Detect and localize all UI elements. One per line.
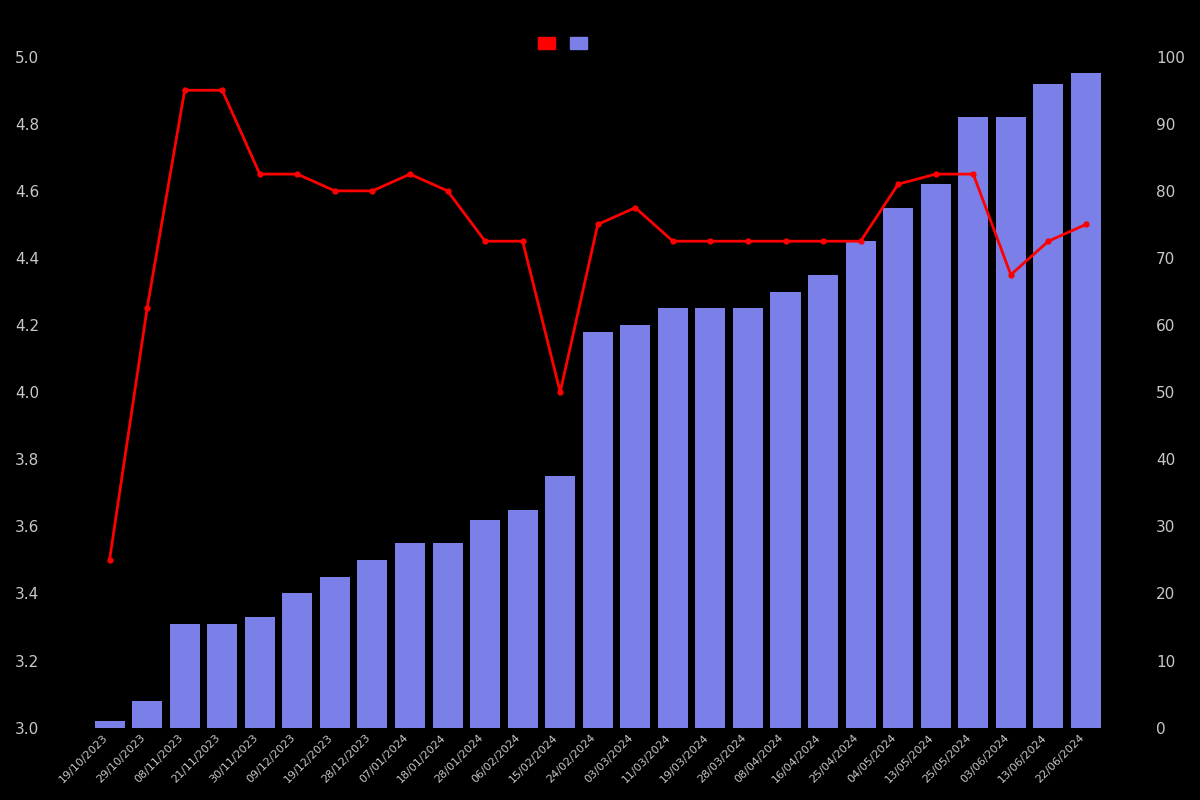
Legend: , : ,: [538, 37, 590, 51]
Bar: [132, 701, 162, 728]
Bar: [169, 624, 199, 728]
Bar: [432, 543, 462, 728]
Bar: [545, 476, 575, 728]
Bar: [508, 510, 538, 728]
Bar: [320, 577, 350, 728]
Bar: [658, 308, 688, 728]
Bar: [395, 543, 425, 728]
Bar: [733, 308, 763, 728]
Bar: [470, 520, 500, 728]
Bar: [996, 117, 1026, 728]
Bar: [208, 624, 238, 728]
Bar: [883, 208, 913, 728]
Bar: [95, 721, 125, 728]
Bar: [282, 594, 312, 728]
Bar: [770, 291, 800, 728]
Bar: [620, 325, 650, 728]
Bar: [583, 332, 613, 728]
Bar: [808, 274, 838, 728]
Bar: [1033, 83, 1063, 728]
Bar: [245, 617, 275, 728]
Bar: [920, 184, 950, 728]
Bar: [959, 117, 989, 728]
Bar: [695, 308, 726, 728]
Bar: [846, 242, 876, 728]
Bar: [1070, 74, 1100, 728]
Bar: [358, 560, 388, 728]
